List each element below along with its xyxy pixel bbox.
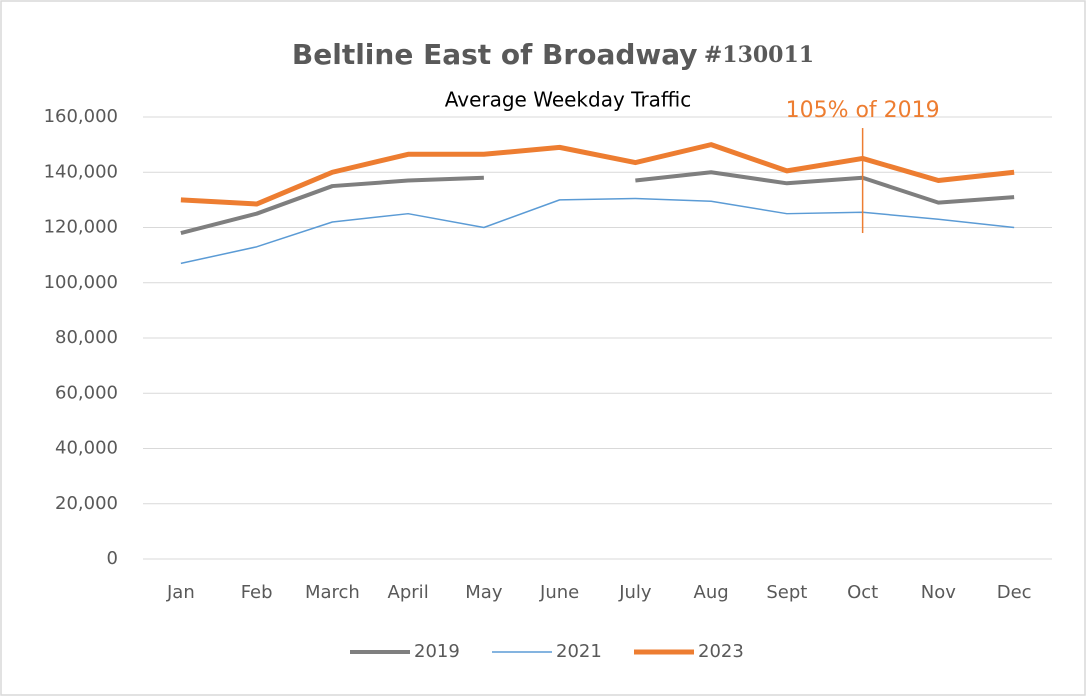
x-tick-label: Oct xyxy=(847,582,878,603)
y-tick-label: 20,000 xyxy=(55,493,118,514)
x-tick-label: Jan xyxy=(166,582,195,603)
title-text: Beltline East of Broadway xyxy=(292,38,698,71)
x-tick-label: Feb xyxy=(241,582,273,603)
x-tick-label: Sept xyxy=(766,582,807,603)
y-tick-label: 120,000 xyxy=(44,217,118,238)
chart-title: Beltline East of Broadway #130011 xyxy=(292,38,814,71)
x-tick-label: Aug xyxy=(694,582,729,603)
series-line xyxy=(180,142,1015,207)
x-tick-label: July xyxy=(618,582,652,603)
x-tick-label: Nov xyxy=(921,582,956,603)
x-tick-label: May xyxy=(465,582,503,603)
annotation-text: 105% of 2019 xyxy=(786,98,940,123)
y-tick-label: 40,000 xyxy=(55,438,118,459)
y-tick-label: 100,000 xyxy=(44,272,118,293)
x-tick-label: Dec xyxy=(997,582,1032,603)
x-tick-label: June xyxy=(539,582,579,603)
series-line xyxy=(180,197,1015,265)
y-tick-label: 160,000 xyxy=(44,106,118,127)
x-tick-label: April xyxy=(388,582,429,603)
legend-label: 2021 xyxy=(556,641,602,662)
y-tick-label: 80,000 xyxy=(55,327,118,348)
y-tick-label: 140,000 xyxy=(44,161,118,182)
y-tick-label: 60,000 xyxy=(55,382,118,403)
chart-subtitle: Average Weekday Traffic xyxy=(445,88,692,112)
series-line xyxy=(180,170,1015,235)
title-id: #130011 xyxy=(704,42,814,68)
legend-label: 2019 xyxy=(414,641,460,662)
x-tick-label: March xyxy=(305,582,360,603)
legend-label: 2023 xyxy=(698,641,744,662)
y-tick-label: 0 xyxy=(107,548,118,569)
